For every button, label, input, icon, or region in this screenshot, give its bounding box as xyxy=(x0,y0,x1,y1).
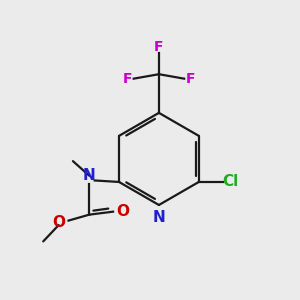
Text: Cl: Cl xyxy=(223,175,239,190)
Text: N: N xyxy=(152,210,165,225)
Text: F: F xyxy=(154,40,164,55)
Text: F: F xyxy=(122,72,132,86)
Text: N: N xyxy=(83,168,96,183)
Text: F: F xyxy=(186,72,196,86)
Text: O: O xyxy=(52,214,65,230)
Text: O: O xyxy=(116,204,129,219)
